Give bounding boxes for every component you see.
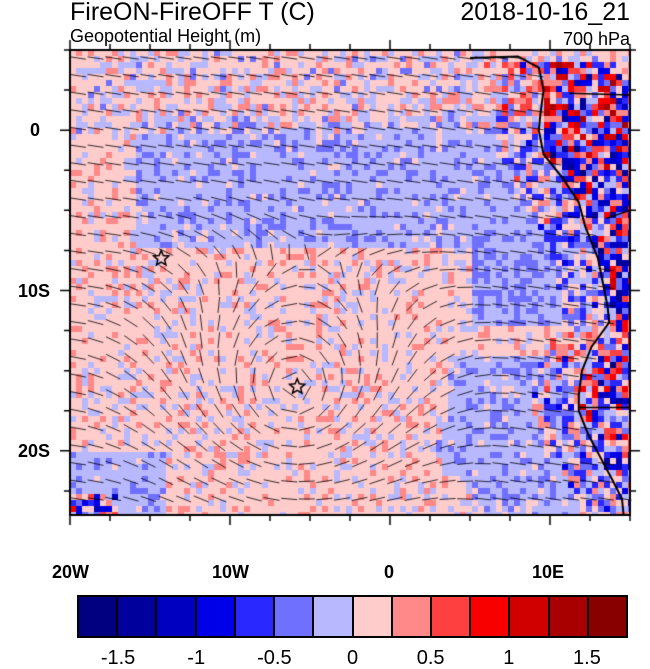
colorbar-swatch bbox=[314, 597, 352, 636]
plot-datetime: 2018-10-16_21 bbox=[460, 0, 630, 26]
colorbar-swatch bbox=[549, 597, 587, 636]
colorbar-swatch bbox=[157, 597, 195, 636]
colorbar-swatch bbox=[79, 597, 117, 636]
colorbar-swatch bbox=[118, 597, 156, 636]
plot-subtitle: Geopotential Height (m) bbox=[70, 26, 262, 46]
colorbar-label: -0.5 bbox=[257, 647, 292, 669]
colorbar-label: -1.5 bbox=[100, 647, 136, 669]
pressure-level: 700 hPa bbox=[562, 29, 630, 49]
colorbar-label: 1.5 bbox=[573, 647, 601, 669]
colorbar-label: 0.5 bbox=[416, 647, 445, 669]
temperature-difference-map bbox=[0, 0, 650, 580]
colorbar-label: -1 bbox=[187, 647, 206, 669]
colorbar-label: 1 bbox=[503, 647, 515, 669]
lat-tick-label: 20S bbox=[18, 440, 51, 461]
colorbar-swatch bbox=[235, 597, 274, 636]
colorbar-swatch bbox=[588, 597, 627, 636]
colorbar-swatch bbox=[353, 597, 391, 636]
colorbar-swatch bbox=[431, 597, 470, 636]
colorbar-swatch bbox=[275, 597, 313, 636]
colorbar bbox=[77, 595, 628, 638]
lat-tick-label: 10S bbox=[18, 280, 51, 301]
lon-tick-label: 10E bbox=[532, 562, 565, 582]
colorbar-swatch bbox=[510, 597, 548, 636]
lat-tick-label: 0 bbox=[30, 120, 41, 141]
colorbar-label: 0 bbox=[346, 647, 359, 669]
lon-tick-label: 0 bbox=[384, 562, 395, 582]
lon-tick-label: 10W bbox=[212, 562, 250, 582]
colorbar-swatch bbox=[392, 597, 430, 636]
lon-tick-label: 20W bbox=[52, 562, 90, 582]
plot-title: FireON-FireOFF T (C) bbox=[70, 0, 315, 26]
colorbar-swatch bbox=[196, 597, 234, 636]
colorbar-swatch bbox=[471, 597, 509, 636]
